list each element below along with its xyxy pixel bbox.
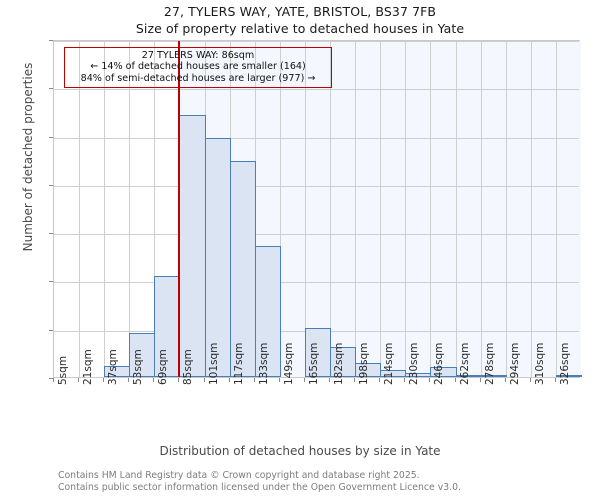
x-axis-tick-mark [254, 378, 255, 382]
x-axis-tick-label: 21sqm [82, 349, 95, 385]
x-axis-tick-label: 37sqm [107, 349, 120, 385]
y-axis-tick-mark [49, 40, 53, 41]
x-axis-tick-mark [555, 378, 556, 382]
x-axis-tick-label: 85sqm [182, 349, 195, 385]
x-axis-tick-label: 278sqm [483, 342, 496, 385]
x-axis-tick-label: 262sqm [458, 342, 471, 385]
grid-line-vertical [405, 41, 406, 377]
y-axis-tick-mark [49, 378, 53, 379]
grid-line-horizontal [54, 89, 579, 91]
x-axis-tick-label: 294sqm [508, 342, 521, 385]
x-axis-tick-label: 182sqm [333, 342, 346, 385]
x-axis-tick-mark [480, 378, 481, 382]
x-axis-tick-mark [178, 378, 179, 382]
property-size-marker-line [178, 41, 181, 377]
histogram-bar [556, 375, 582, 377]
x-axis-tick-label: 133sqm [257, 342, 270, 385]
histogram-bar [129, 332, 155, 377]
grid-line-vertical [531, 41, 532, 377]
chart-titles: 27, TYLERS WAY, YATE, BRISTOL, BS37 7FB … [0, 3, 600, 37]
x-axis-tick-mark [128, 378, 129, 382]
x-axis-tick-mark [103, 378, 104, 382]
x-axis-tick-mark [304, 378, 305, 382]
x-axis-tick-mark [279, 378, 280, 382]
grid-line-vertical [280, 41, 281, 377]
histogram-bar [230, 160, 256, 377]
y-axis-title: Number of detached properties [21, 62, 35, 252]
attribution-footer: Contains HM Land Registry data © Crown c… [58, 470, 598, 493]
y-axis-tick-mark [49, 281, 53, 283]
histogram-bar [205, 137, 231, 377]
grid-line-vertical [330, 41, 331, 377]
footer-line-1: Contains HM Land Registry data © Crown c… [58, 470, 420, 481]
x-axis-tick-label: 53sqm [132, 349, 145, 385]
property-annotation-box: 27 TYLERS WAY: 86sqm ← 14% of detached h… [64, 47, 332, 89]
x-axis-tick-label: 117sqm [232, 342, 245, 385]
x-axis-title: Distribution of detached houses by size … [159, 444, 441, 458]
histogram-bar [430, 367, 457, 377]
chart-subtitle: Size of property relative to detached ho… [135, 21, 465, 36]
histogram-bars [54, 41, 582, 377]
x-axis-tick-label: 165sqm [307, 342, 320, 385]
grid-line-vertical [355, 41, 356, 377]
y-axis-tick-mark [49, 184, 53, 186]
grid-line-vertical [104, 41, 105, 377]
x-axis-tick-label: 326sqm [558, 342, 571, 385]
grid-line-vertical [305, 41, 306, 377]
x-axis-tick-label: 198sqm [358, 342, 371, 385]
histogram-bar [481, 375, 507, 377]
x-axis-tick-mark [505, 378, 506, 382]
x-axis-tick-label: 246sqm [433, 342, 446, 385]
histogram-bar [330, 347, 356, 377]
grid-line-vertical [456, 41, 457, 377]
x-axis-tick-mark [455, 378, 456, 382]
histogram-bar [355, 362, 381, 377]
grid-line-vertical [556, 41, 557, 377]
x-axis-tick-label: 149sqm [282, 342, 295, 385]
grid-line-vertical [481, 41, 482, 377]
footer-line-2: Contains public sector information licen… [58, 481, 461, 493]
x-axis-tick-label: 310sqm [533, 342, 546, 385]
histogram-bar [255, 245, 281, 377]
annotation-line-2: ← 14% of detached houses are smaller (16… [90, 61, 306, 73]
x-axis-tick-mark [78, 378, 79, 382]
grid-line-horizontal [54, 185, 579, 187]
grid-line-vertical [506, 41, 507, 377]
grid-line-vertical [79, 41, 80, 377]
x-axis-tick-mark [329, 378, 330, 382]
annotation-line-3: 84% of semi-detached houses are larger (… [80, 72, 316, 84]
annotation-line-1: 27 TYLERS WAY: 86sqm [141, 50, 255, 61]
y-axis-tick-mark [49, 88, 53, 90]
plot-area [53, 40, 582, 378]
x-axis-tick-mark [229, 378, 230, 382]
grid-line-vertical [430, 41, 431, 377]
x-axis-tick-mark [530, 378, 531, 382]
x-axis-tick-label: 230sqm [408, 342, 421, 385]
grid-line-horizontal [54, 41, 579, 42]
page-title: 27, TYLERS WAY, YATE, BRISTOL, BS37 7FB [163, 4, 437, 19]
x-axis-tick-mark [354, 378, 355, 382]
x-axis-tick-mark [53, 378, 54, 382]
grid-line-vertical [129, 41, 130, 377]
grid-line-vertical [380, 41, 381, 377]
x-axis-tick-mark [404, 378, 405, 382]
grid-line-horizontal [54, 282, 579, 284]
histogram-bar [179, 115, 206, 377]
x-axis-tick-label: 69sqm [157, 349, 170, 385]
y-axis-tick-mark [49, 329, 53, 331]
grid-line-vertical [154, 41, 155, 377]
x-axis-tick-mark [379, 378, 380, 382]
grid-line-horizontal [54, 137, 579, 139]
x-axis-tick-mark [204, 378, 205, 382]
y-axis-tick-mark [49, 136, 53, 138]
x-axis-tick-mark [429, 378, 430, 382]
x-axis-tick-mark [153, 378, 154, 382]
grid-line-horizontal [54, 234, 579, 236]
y-axis-tick-mark [49, 233, 53, 235]
histogram-bar [305, 327, 331, 377]
x-axis-tick-label: 5sqm [57, 355, 69, 385]
x-axis-tick-label: 214sqm [383, 342, 396, 385]
x-axis-tick-label: 101sqm [207, 342, 220, 385]
